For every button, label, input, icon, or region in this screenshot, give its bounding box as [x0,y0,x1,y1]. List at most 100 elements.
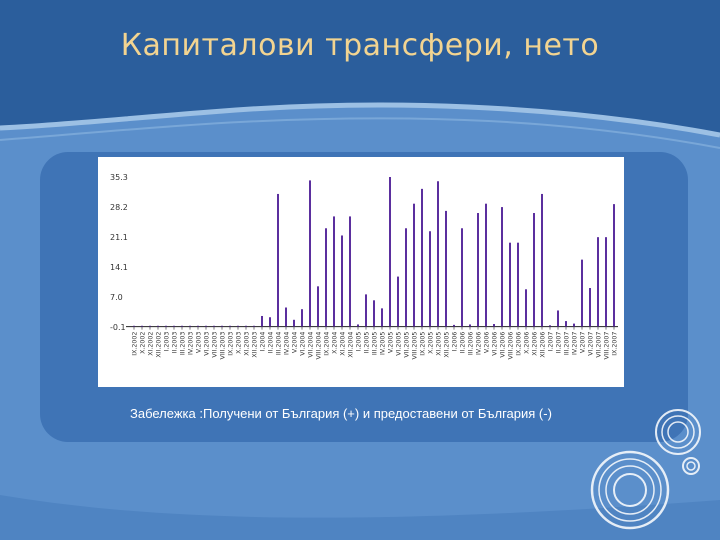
bar [573,323,575,327]
bar [389,177,391,327]
x-tick-label: V.2005 [388,332,395,354]
bar [261,315,263,327]
x-tick-label: X.2006 [524,332,531,354]
bar [181,325,183,327]
x-tick-label: VII.2003 [212,332,219,358]
bar [445,210,447,327]
x-tick-label: XI.2006 [532,332,539,356]
x-tick-label: IX.2004 [324,332,331,356]
bar [309,180,311,327]
x-tick-label: VI.2006 [492,332,499,356]
x-tick-label: XI.2005 [436,332,443,356]
bar [149,325,151,327]
x-tick-label: II.2005 [364,332,371,354]
x-tick-label: VI.2005 [396,332,403,356]
x-tick-label: V.2006 [484,332,491,354]
x-tick-label: I.2003 [164,332,171,352]
bar [157,325,159,327]
bar [581,259,583,327]
bar [205,325,207,327]
x-tick-label: III.2005 [372,332,379,356]
x-tick-label: I.2005 [356,332,363,352]
bar [173,325,175,327]
bar [589,288,591,327]
bar [493,324,495,327]
x-tick-label: VI.2003 [204,332,211,356]
x-tick-label: XII.2003 [252,332,259,358]
y-tick-label: 7.0 [110,293,123,302]
x-tick-label: V.2007 [580,332,587,354]
bar [285,307,287,327]
x-tick-label: VIII.2006 [508,332,515,360]
bar [597,237,599,327]
footnote: Забележка :Получени от България (+) и пр… [130,406,552,421]
x-tick-label: VII.2006 [500,332,507,358]
x-tick-label: I.2004 [260,332,267,352]
bar [301,309,303,327]
x-tick-label: I.2006 [452,332,459,352]
x-tick-label: X.2005 [428,332,435,354]
x-tick-label: VII.2005 [404,332,411,358]
bar [485,203,487,327]
bar [437,181,439,327]
y-tick-label: 14.1 [110,263,128,272]
x-tick-label: IV.2003 [188,332,195,355]
bar [373,300,375,327]
bar [221,325,223,327]
x-tick-label: VIII.2005 [412,332,419,360]
chart-container: -0.1 7.0 14.1 21.1 28.2 35.3 IX.2002 X.2002 XI.2… [98,157,624,387]
x-tick-label: IX.2003 [228,332,235,356]
x-tick-label: XII.2006 [540,332,547,358]
bar [317,286,319,327]
x-tick-label: VII.2004 [308,332,315,358]
x-tick-label: X.2002 [140,332,147,354]
bar [229,325,231,327]
x-tick-label: X.2003 [236,332,243,354]
x-tick-label: I.2007 [548,332,555,352]
x-tick-label: IX.2007 [612,332,619,356]
x-tick-label: III.2003 [180,332,187,356]
bar [605,237,607,327]
bar [381,308,383,327]
bar [421,188,423,327]
y-tick-label: 28.2 [110,203,128,212]
x-tick-label: XI.2002 [148,332,155,356]
x-tick-label: II.2003 [172,332,179,354]
x-tick-label: IX.2002 [132,332,139,356]
bar [413,203,415,327]
x-tick-label: X.2004 [332,332,339,354]
x-tick-label: XII.2005 [444,332,451,358]
bar [349,216,351,327]
x-tick-label: VIII.2003 [220,332,227,360]
bar [213,325,215,327]
x-tick-label: VI.2007 [588,332,595,356]
bar [565,321,567,327]
x-tick-label: V.2003 [196,332,203,354]
x-tick-label: VIII.2004 [316,332,323,360]
x-tick-label: XII.2002 [156,332,163,358]
bar [365,294,367,327]
bar [253,325,255,327]
bar [357,324,359,327]
bar [397,276,399,327]
x-tick-label: IX.2005 [420,332,427,356]
bar [277,193,279,327]
bar [541,193,543,327]
bar [525,289,527,327]
bar [333,216,335,327]
x-tick-label: II.2007 [556,332,563,354]
bar [325,228,327,327]
bar [517,242,519,327]
bar [237,325,239,327]
bar [613,204,615,327]
x-tick-label: III.2004 [276,332,283,356]
x-tick-label: VII.2007 [596,332,603,358]
x-tick-label: IX.2006 [516,332,523,356]
x-tick-label: IV.2006 [476,332,483,355]
bar [453,324,455,327]
bar [341,235,343,327]
bar [501,207,503,327]
bar [469,324,471,327]
bar [405,228,407,327]
y-tick-label: 35.3 [110,173,128,182]
